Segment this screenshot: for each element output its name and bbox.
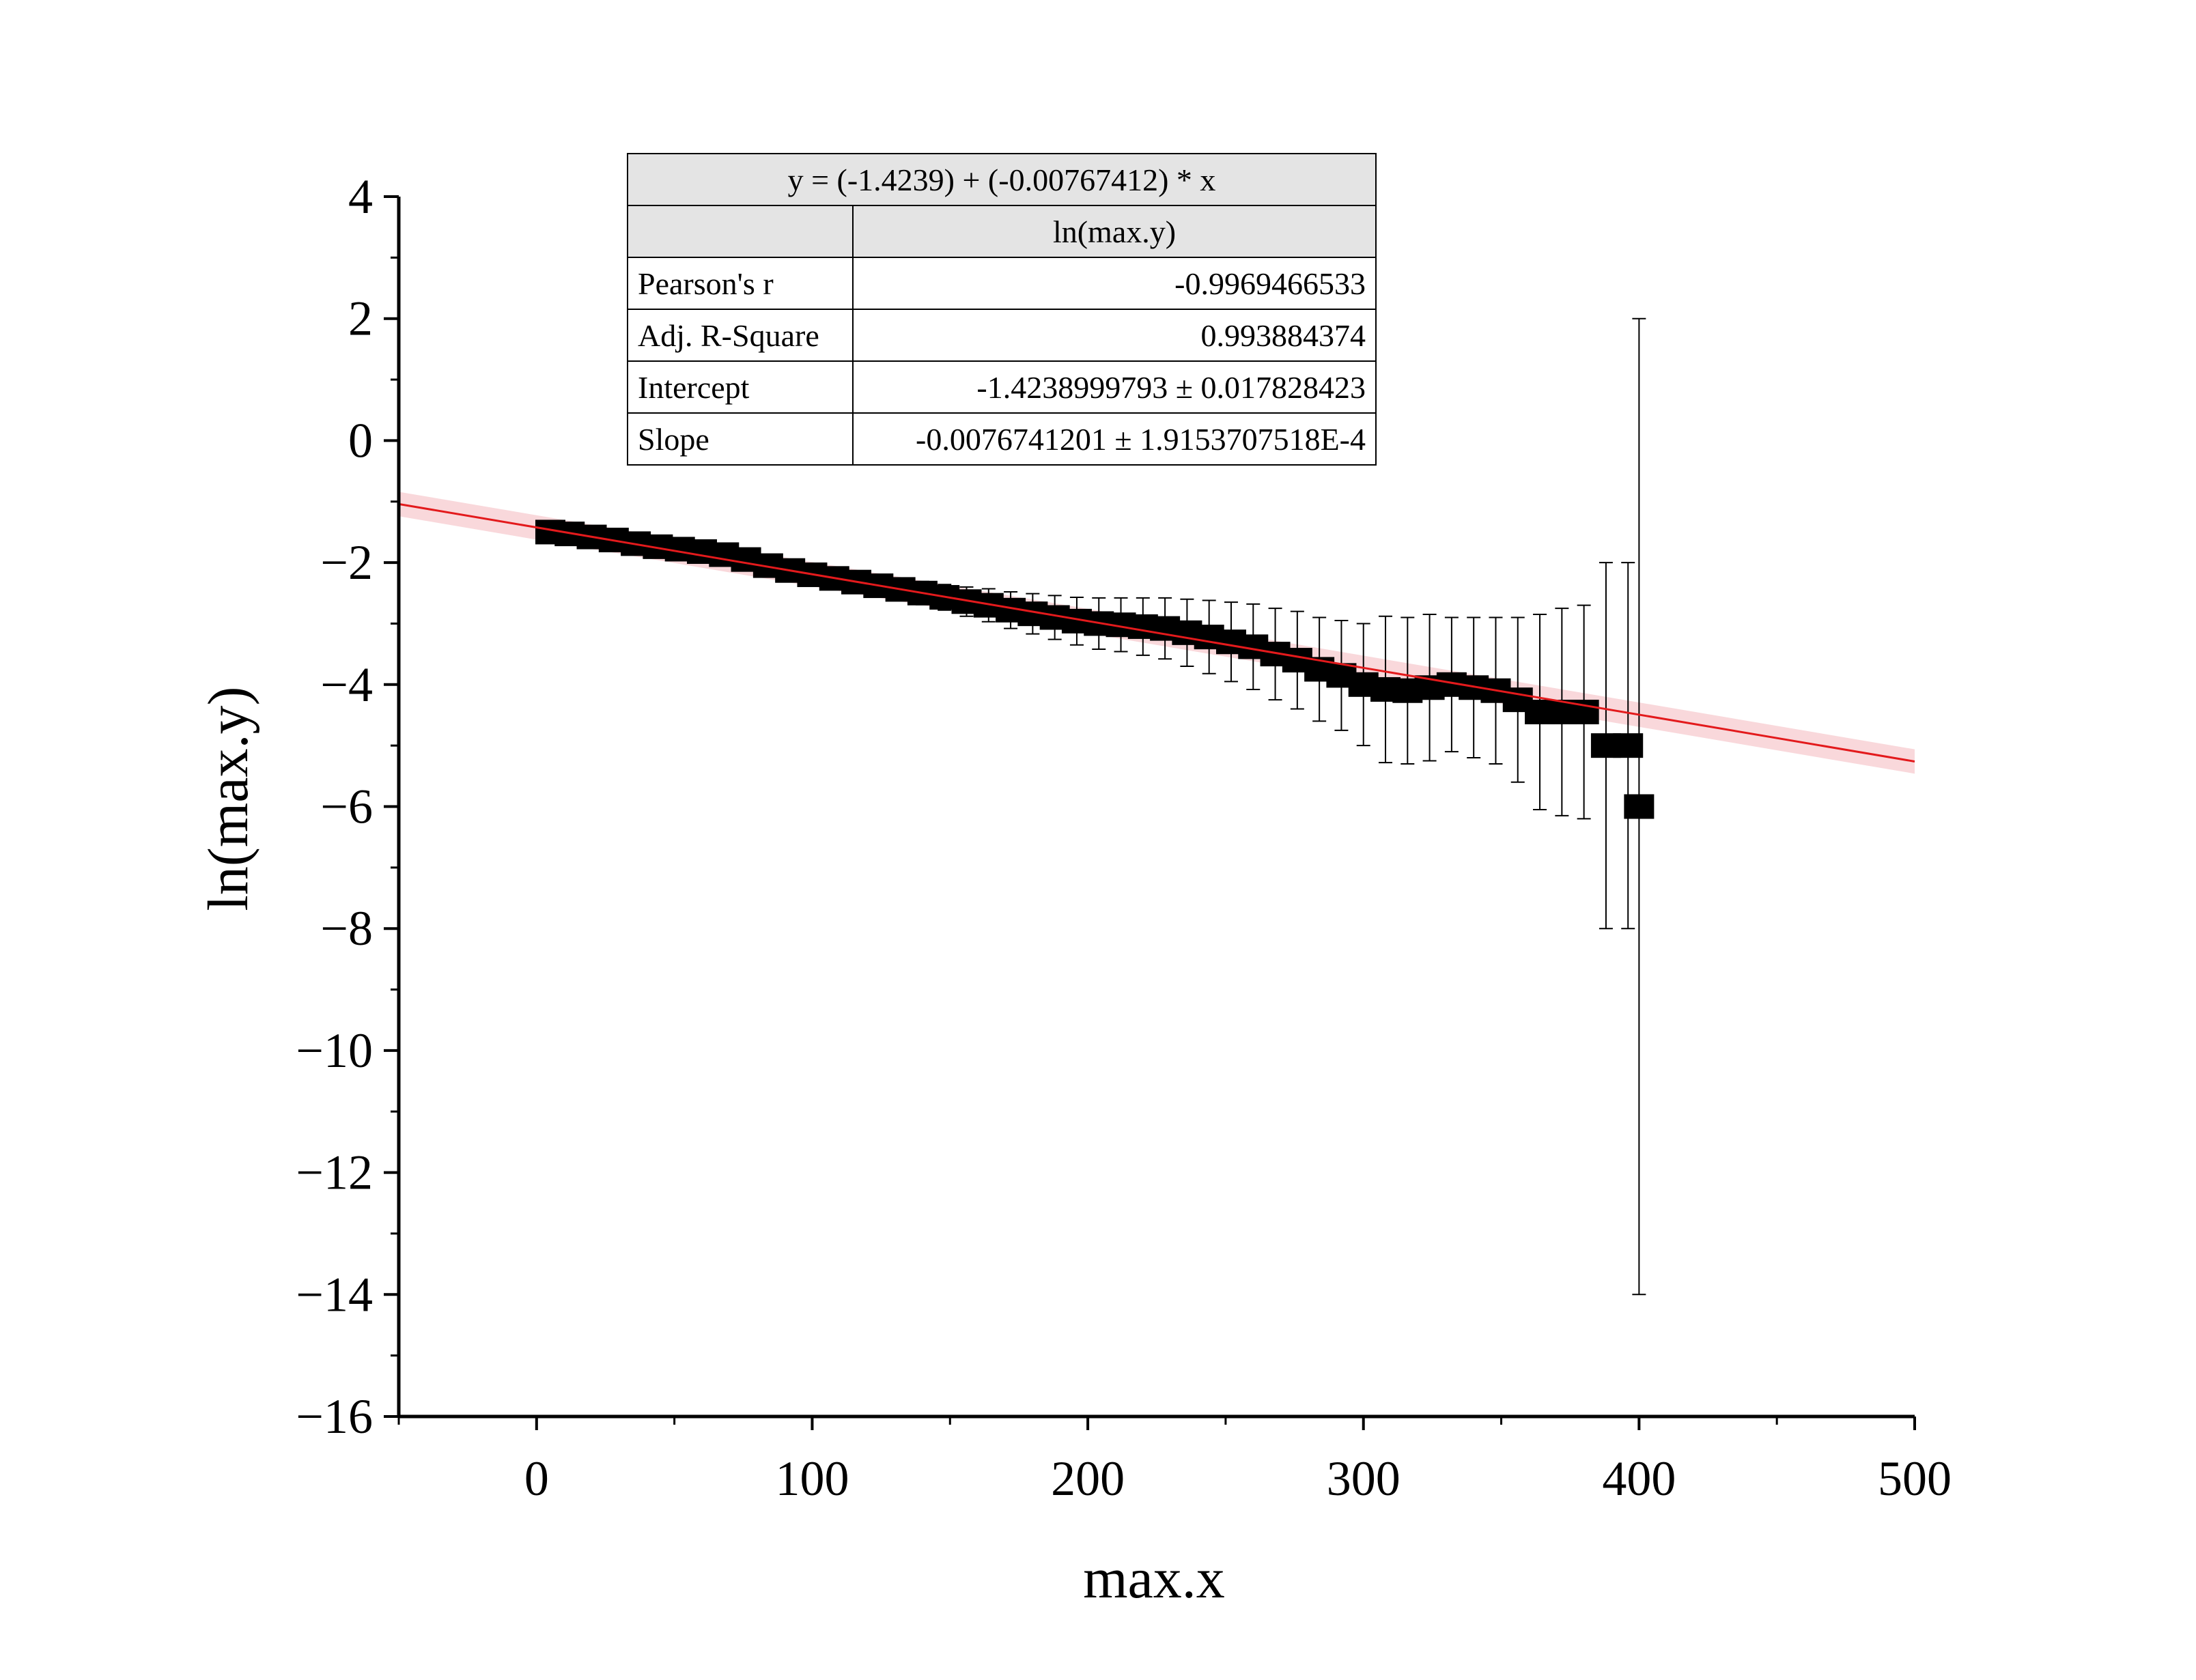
x-tick-label: 100 [775,1451,849,1506]
y-axis-title: ln(max.y) [197,687,260,911]
fit-line-layer [398,502,1915,763]
data-point [1624,794,1655,819]
column-header: ln(max.y) [852,205,1377,258]
data-point [1613,733,1644,758]
equation-row: y = (-1.4239) + (-0.00767412) * x [627,153,1377,206]
stat-label: Slope [627,412,854,466]
x-axis-title: max.x [1083,1547,1225,1610]
x-tick-label: 0 [524,1451,549,1506]
y-tick-label: −14 [296,1267,373,1322]
y-tick-label: −2 [320,535,373,590]
column-header-row: ln(max.y) [627,205,1377,258]
fit-equation: y = (-1.4239) + (-0.00767412) * x [627,153,1377,206]
stats-row-intercept: Intercept -1.4238999793 ± 0.017828423 [627,360,1377,414]
stat-value: -0.9969466533 [852,257,1377,310]
stat-value: -1.4238999793 ± 0.017828423 [852,360,1377,414]
y-tick-label: 2 [348,291,373,346]
stats-row-adj-r-square: Adj. R-Square 0.993884374 [627,309,1377,362]
x-tick-label: 500 [1878,1451,1952,1506]
y-tick-label: −16 [296,1389,373,1444]
stats-row-slope: Slope -0.0076741201 ± 1.9153707518E-4 [627,412,1377,466]
stats-row-pearson: Pearson's r -0.9969466533 [627,257,1377,310]
y-tick-label: 4 [348,169,373,224]
stat-value: 0.993884374 [852,309,1377,362]
x-tick-label: 400 [1602,1451,1676,1506]
y-tick-label: 0 [348,413,373,468]
empty-header-cell [627,205,854,258]
y-tick-label: −12 [296,1145,373,1200]
stat-label: Intercept [627,360,854,414]
x-tick-label: 200 [1051,1451,1125,1506]
x-tick-label: 300 [1327,1451,1400,1506]
y-tick-label: −8 [320,901,373,956]
fit-stats-table: y = (-1.4239) + (-0.00767412) * x ln(max… [627,153,1377,466]
axes: 0 100 200 300 400 500 4 2 0 −2 −4 −6 −8 −10 −12 −14 −16 [296,169,1952,1506]
stat-label: Adj. R-Square [627,309,854,362]
fit-line [398,502,1915,763]
y-tick-label: −6 [320,780,373,834]
stat-label: Pearson's r [627,257,854,310]
y-tick-label: −4 [320,657,373,712]
stat-value: -0.0076741201 ± 1.9153707518E-4 [852,412,1377,466]
y-tick-label: −10 [296,1023,373,1078]
